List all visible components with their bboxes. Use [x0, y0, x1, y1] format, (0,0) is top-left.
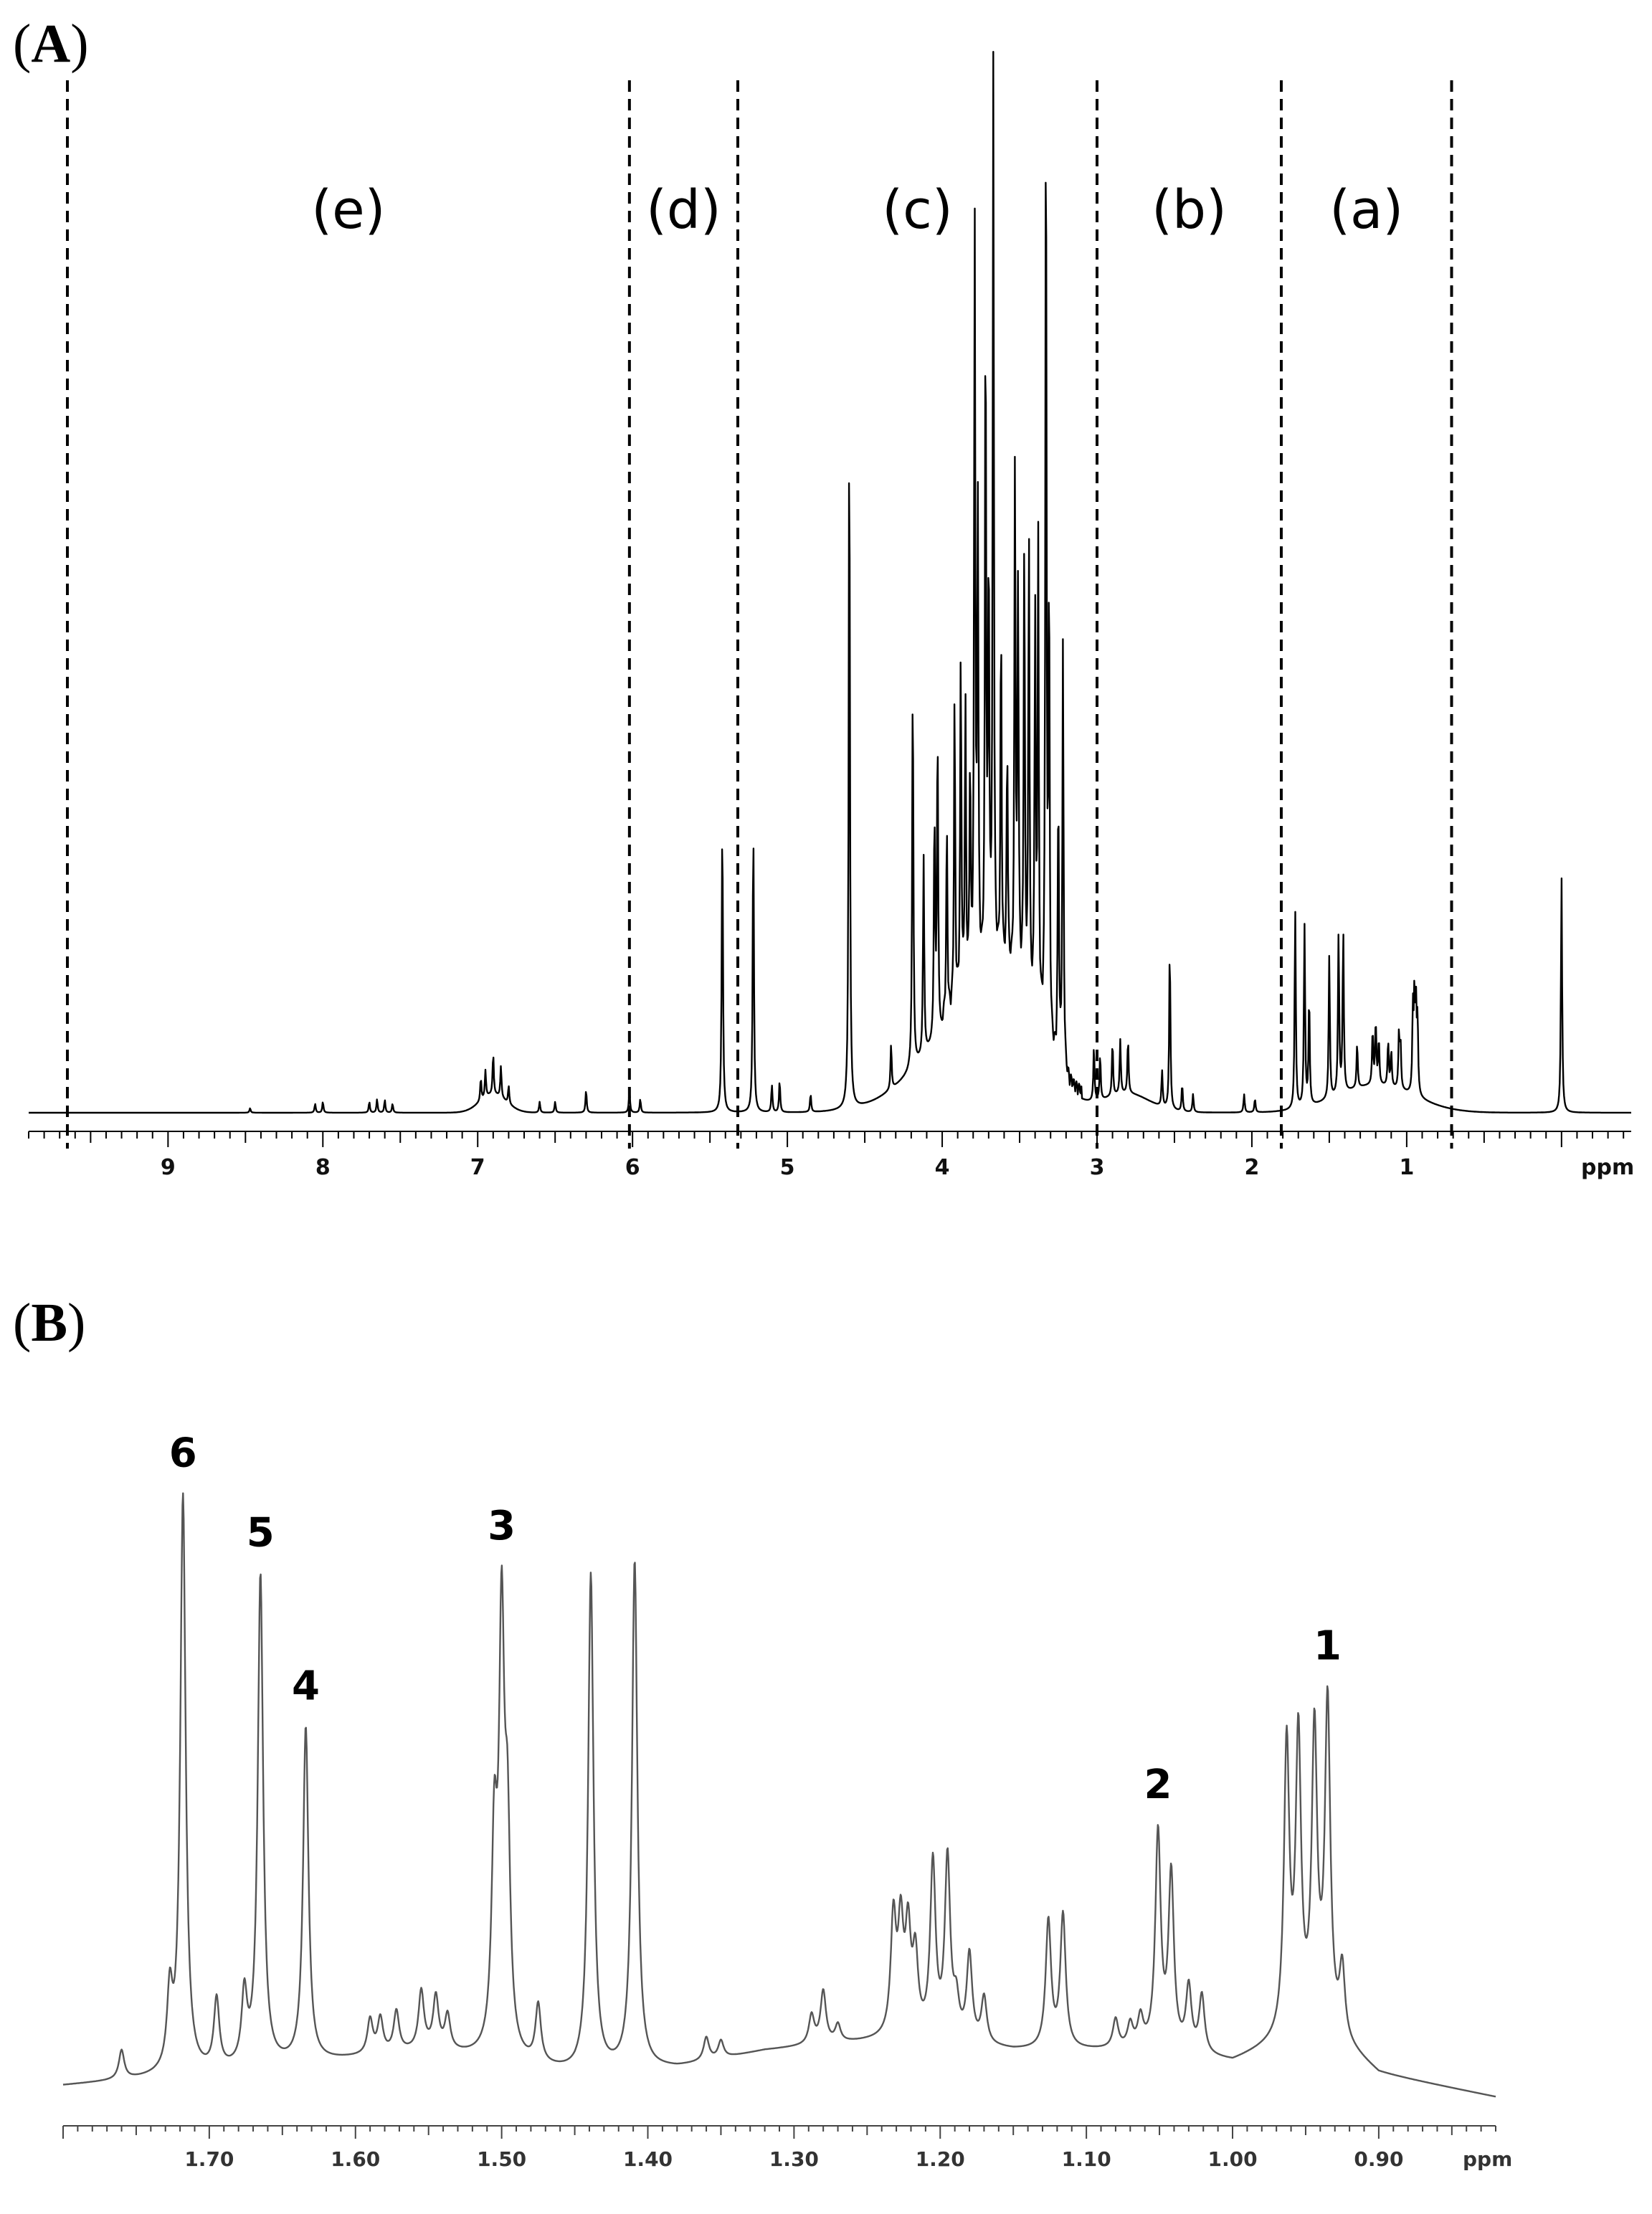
tick-label: 1.00: [1207, 2147, 1257, 2171]
region-label: (c): [882, 179, 952, 241]
panel-a-label: (A): [13, 14, 89, 74]
x-axis-unit-a: ppm: [1581, 1155, 1634, 1180]
tick-label: 1.10: [1062, 2147, 1111, 2171]
tick-label: 7: [470, 1155, 485, 1180]
region-label: (e): [311, 179, 385, 241]
tick-label: 1.60: [331, 2147, 380, 2171]
tick-label: 3: [1090, 1155, 1105, 1180]
x-axis-unit-b: ppm: [1463, 2147, 1512, 2171]
peak-label: 2: [1144, 1762, 1172, 1808]
tick-label: 9: [161, 1155, 176, 1180]
panel-a-letter: A: [31, 14, 70, 74]
spectrum-line-a: [28, 51, 1632, 1114]
tick-label: 6: [625, 1155, 640, 1180]
tick-label: 1.40: [623, 2147, 673, 2171]
tick-label: 0.90: [1354, 2147, 1403, 2171]
region-label: (a): [1329, 179, 1403, 241]
region-label: (d): [646, 179, 721, 241]
panel-b-label: (B): [13, 1293, 85, 1353]
panel-b-letter: B: [31, 1293, 67, 1353]
peak-label: 3: [488, 1503, 516, 1549]
tick-label: 1.70: [184, 2147, 234, 2171]
x-axis-a: 9 8 7 6 5 4 3 2 1: [28, 1131, 1631, 1180]
tick-label: 1: [1399, 1155, 1414, 1180]
region-dividers: [65, 80, 1453, 1149]
tick-label: 8: [315, 1155, 331, 1180]
peak-label: 1: [1314, 1623, 1342, 1670]
peak-labels: 6 5 4 3 2 1: [169, 1430, 1342, 1808]
tick-label: 1.50: [477, 2147, 526, 2171]
peak-label: 5: [247, 1509, 275, 1556]
spectrum-line-b: [62, 1492, 1496, 2098]
peak-label: 6: [169, 1430, 197, 1477]
tick-label: 1.20: [916, 2147, 965, 2171]
tick-label: 2: [1245, 1155, 1260, 1180]
tick-label: 1.30: [769, 2147, 819, 2171]
spectrum-chart-b: 6 5 4 3 2 1 1.70 1.60 1.50 1.40 1.30 1.20 1.10 1.00 0…: [62, 1430, 1512, 2171]
region-labels: (e) (d) (c) (b) (a): [311, 179, 1403, 241]
spectrum-chart-a: (e) (d) (c) (b) (a) 9 8 7 6 5 4 3 2 1 ppm: [28, 51, 1634, 1180]
x-axis-b: 1.70 1.60 1.50 1.40 1.30 1.20 1.10 1.00 0.90: [62, 2125, 1496, 2171]
tick-label: 4: [935, 1155, 950, 1180]
region-label: (b): [1152, 179, 1227, 241]
tick-label: 5: [780, 1155, 795, 1180]
peak-label: 4: [292, 1663, 320, 1709]
